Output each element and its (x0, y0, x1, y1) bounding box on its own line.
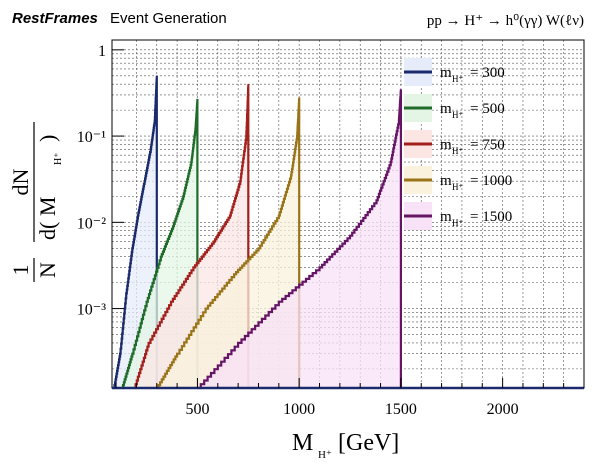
y-axis-title-dnum: dN (8, 168, 33, 195)
legend-entry-1000: m H⁺ = 1000 (404, 166, 512, 194)
y-tick-label: 10⁻³ (77, 302, 106, 319)
y-tick-label: 10⁻² (77, 215, 106, 232)
x-tick-label: 500 (185, 401, 209, 418)
legend-entry-1500: m H⁺ = 1500 (404, 202, 512, 230)
x-tick-label: 1000 (283, 401, 315, 418)
y-axis-title-dden: d( M (35, 197, 60, 240)
legend-value: = 300 (470, 65, 505, 81)
y-axis-title: 1 N dN d( M H⁺ ) (8, 122, 64, 282)
legend-value: = 750 (470, 137, 505, 153)
x-tick-label: 1500 (385, 401, 417, 418)
series-line-300 (113, 75, 158, 390)
legend-entry-750: m H⁺ = 750 (404, 130, 505, 158)
series-fill-1000 (156, 97, 300, 388)
axes: 500 1000 1500 2000 10⁻³ 10⁻² 10⁻¹ 1 (77, 43, 585, 418)
legend-value: = 500 (470, 101, 505, 117)
series-line-750 (134, 84, 250, 390)
y-tick-label: 10⁻¹ (77, 129, 106, 146)
subtitle-text: Event Generation (110, 10, 227, 27)
legend-sub: H⁺ (452, 218, 463, 228)
legend-m: m (440, 137, 452, 153)
series-line-1000 (156, 97, 301, 390)
brand-text: RestFrames (12, 10, 98, 27)
legend-sub: H⁺ (452, 110, 463, 120)
legend-sub: H⁺ (452, 182, 463, 192)
series-line-500 (121, 98, 199, 390)
x-axis-title: M H⁺ [GeV] (292, 430, 399, 461)
legend-value: = 1000 (470, 173, 512, 189)
legend-m: m (440, 101, 452, 117)
x-axis-title-sub: H⁺ (318, 449, 332, 461)
y-tick-label: 1 (98, 43, 106, 60)
legend-entry-300: m H⁺ = 300 (404, 58, 505, 86)
legend-sub: H⁺ (452, 146, 463, 156)
series-fill-1500 (197, 89, 401, 388)
series-line-1500 (197, 89, 402, 390)
y-axis-title-den: N (35, 262, 60, 278)
x-axis-title-main: M (292, 430, 313, 456)
y-axis-title-dden-sub: H⁺ (53, 153, 64, 166)
series-layer (113, 75, 402, 390)
legend-value: = 1500 (470, 209, 512, 225)
legend-m: m (440, 209, 452, 225)
x-tick-label: 2000 (487, 401, 519, 418)
legend-m: m (440, 173, 452, 189)
y-axis-title-dden-close: ) (35, 135, 60, 142)
y-axis-title-num: 1 (8, 265, 33, 276)
legend-sub: H⁺ (452, 74, 463, 84)
legend-m: m (440, 65, 452, 81)
legend-entry-500: m H⁺ = 500 (404, 94, 505, 122)
x-axis-title-unit: [GeV] (338, 430, 399, 456)
process-text: pp → H⁺ → h⁰(γγ) W(ℓν) (427, 13, 584, 29)
